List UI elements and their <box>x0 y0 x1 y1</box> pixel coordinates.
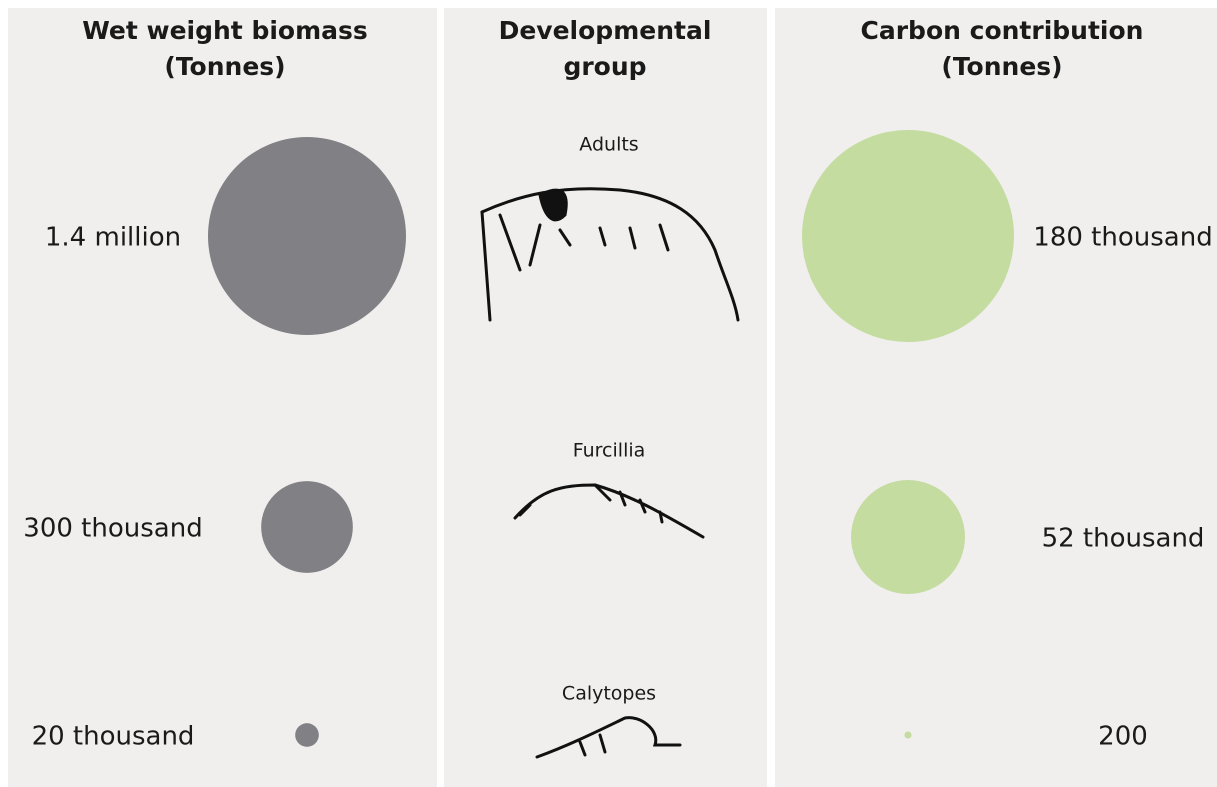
value-label: 1.4 million <box>45 223 181 253</box>
bubble <box>904 731 911 738</box>
chart-title: (Tonnes) <box>941 52 1062 81</box>
panel <box>444 8 767 787</box>
group-label: Adults <box>579 134 638 156</box>
chart-title: (Tonnes) <box>164 52 285 81</box>
panel-title: Developmental <box>499 16 712 45</box>
value-label: 300 thousand <box>23 514 202 544</box>
value-label: 180 thousand <box>1033 223 1212 253</box>
infographic: Wet weight biomass (Tonnes) 1.4 million 300… <box>0 0 1217 787</box>
chart-title: Wet weight biomass <box>82 16 368 45</box>
value-label: 52 thousand <box>1042 524 1205 554</box>
chart-title: Carbon contribution <box>861 16 1144 45</box>
group-label: Furcillia <box>573 440 646 462</box>
bubble <box>208 137 406 335</box>
bubble <box>261 481 353 573</box>
panel <box>775 8 1217 787</box>
group-label: Calytopes <box>562 683 656 705</box>
bubble <box>802 130 1014 342</box>
bubble <box>295 723 319 747</box>
panel <box>8 8 437 787</box>
panel-title: group <box>563 52 646 81</box>
bubble <box>851 480 965 594</box>
value-label: 20 thousand <box>32 722 195 752</box>
value-label: 200 <box>1098 722 1148 752</box>
